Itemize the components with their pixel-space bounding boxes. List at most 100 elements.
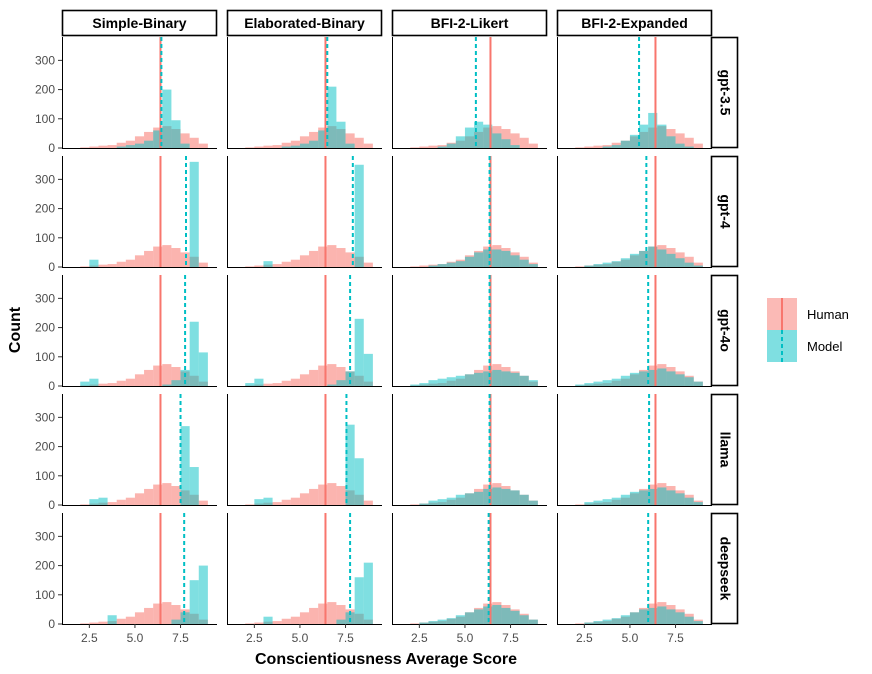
human-bar [336,605,346,624]
human-bar [281,499,291,505]
model-bar [483,249,493,267]
model-bar [602,146,612,148]
row-strip-3: llama [710,393,739,506]
human-bar [281,142,291,148]
human-bar [162,483,172,505]
model-bar [474,121,484,148]
human-bar [281,261,291,267]
model-bar [620,140,630,148]
x-tick-label: 2.5 [81,631,98,645]
model-bar [254,499,264,505]
model-bar [666,490,676,505]
human-bar [336,486,346,505]
model-bar [510,255,520,267]
model-bar [363,353,373,386]
model-bar [455,261,465,267]
model-bar [501,607,511,624]
human-bar [198,262,208,267]
model-bar [162,89,172,148]
human-bar [684,137,694,148]
row-strip-label: gpt-3.5 [717,70,733,116]
human-bar [693,262,703,267]
axes-layer: 0 100 200 300 0 100 200 300 0 100 200 300 0 100 200 300… [35,53,684,645]
model-bar [684,497,694,505]
human-bar [171,248,181,267]
model-bar [189,580,199,624]
human-bar [345,133,355,148]
human-bar [281,618,291,624]
model-bar [410,384,420,386]
model-bar [620,494,630,505]
human-bar [318,365,328,386]
human-bar [684,256,694,267]
strips-layer: Simple-Binary Elaborated-Binary BFI-2-Like… [61,9,739,625]
human-bar [98,145,108,148]
human-bar [363,262,373,267]
model-bar [501,371,511,386]
model-bar [336,121,346,148]
human-bar [144,131,154,148]
human-bar [80,266,90,267]
model-bar [519,259,529,267]
human-bar [125,378,135,386]
human-bar [290,616,300,624]
model-bar [593,264,603,267]
human-bar [419,265,429,267]
model-bar [611,145,621,148]
human-bar [171,605,181,624]
model-bar [437,378,447,386]
model-bar [519,615,529,624]
x-tick-label: 7.5 [502,631,519,645]
human-bar [134,374,145,386]
model-bar [189,321,199,386]
panel-llama-Elaborated-Binary [227,394,382,506]
y-tick-label: 100 [35,588,55,602]
human-bar [153,246,163,267]
model-bar [455,136,465,148]
model-bar [602,499,612,505]
model-bar [474,609,484,624]
human-bar [336,367,346,386]
x-tick-label: 2.5 [411,631,428,645]
panel-gpt-4-BFI-2-Likert [392,156,547,268]
model-bar [519,494,529,505]
model-bar [629,253,640,267]
panel-deepseek-Simple-Binary [62,513,217,625]
row-strip-label: llama [717,432,733,468]
y-tick-label: 300 [35,410,55,424]
x-tick-label: 7.5 [172,631,189,645]
human-bar [593,145,603,148]
model-bar [363,562,373,624]
human-bar [419,146,429,148]
panel-gpt-4-Simple-Binary [62,156,217,268]
model-bar [648,112,658,148]
human-bar [134,136,145,148]
model-bar [593,500,603,505]
human-bar [299,136,310,148]
model-bar [189,467,199,505]
model-bar [419,383,429,386]
model-bar [446,377,456,386]
human-bar [107,264,117,267]
model-bar [437,146,447,148]
column-strip-label: Simple-Binary [92,15,186,31]
model-bar [455,494,465,505]
panel-gpt-4o-Elaborated-Binary [227,275,382,387]
panel-gpt-4o-BFI-2-Likert [392,275,547,387]
model-bar [684,262,694,267]
human-bar [327,364,337,386]
model-bar [602,262,612,267]
human-bar [299,493,310,505]
model-bar [639,371,649,386]
human-bar [327,483,337,505]
model-bar [198,352,208,386]
model-bar [327,86,337,148]
y-tick-label: 100 [35,469,55,483]
model-bar [666,609,676,624]
model-bar [437,499,447,505]
model-bar [263,261,273,267]
model-bar [528,380,538,386]
human-bar [162,602,172,624]
human-bar [318,484,328,505]
model-bar [171,380,181,386]
